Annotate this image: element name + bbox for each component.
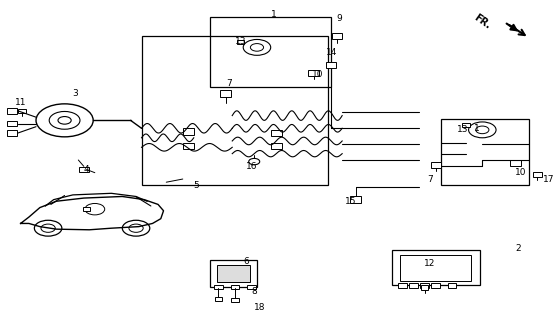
Text: 4: 4 [84, 165, 90, 174]
Text: 9: 9 [336, 14, 342, 23]
Bar [183, 128, 193, 135]
Bar [308, 69, 319, 76]
Text: 10: 10 [312, 70, 323, 79]
Bar [421, 285, 428, 290]
Text: 13: 13 [458, 125, 469, 134]
Bar [533, 172, 542, 177]
Text: FR.: FR. [472, 13, 493, 31]
Bar [210, 260, 257, 287]
Text: 12: 12 [424, 259, 436, 268]
Text: 15: 15 [345, 197, 356, 206]
Bar [400, 255, 471, 281]
Bar [231, 298, 239, 302]
Bar [399, 283, 407, 288]
Bar [18, 108, 26, 113]
Bar [271, 142, 282, 149]
Bar [326, 62, 336, 68]
Text: 10: 10 [515, 168, 527, 177]
Text: 8: 8 [251, 287, 257, 296]
Bar [217, 265, 250, 282]
Bar [210, 17, 331, 87]
Bar [448, 283, 456, 288]
Bar [350, 196, 361, 203]
Bar [183, 142, 193, 149]
Bar [510, 160, 521, 166]
Bar [231, 284, 239, 289]
Text: 2: 2 [515, 244, 521, 253]
Bar [441, 119, 529, 185]
Bar [271, 130, 282, 136]
Text: 7: 7 [427, 174, 433, 184]
Text: 14: 14 [325, 48, 337, 57]
Text: 1: 1 [271, 10, 276, 19]
Text: 6: 6 [243, 257, 249, 266]
Bar [7, 108, 17, 114]
Text: 13: 13 [235, 36, 246, 45]
Bar [420, 283, 429, 288]
Text: 18: 18 [254, 303, 265, 312]
Bar [462, 123, 470, 127]
Text: 1: 1 [474, 124, 480, 133]
Bar [220, 90, 231, 97]
Bar [79, 167, 89, 172]
Text: 7: 7 [227, 79, 232, 88]
Bar [83, 207, 90, 211]
Bar [247, 284, 256, 289]
Bar [431, 162, 440, 168]
Bar [215, 297, 222, 301]
Bar [7, 130, 17, 136]
Bar [431, 283, 440, 288]
Text: 17: 17 [543, 174, 554, 184]
Bar [391, 251, 480, 285]
Text: 5: 5 [193, 181, 200, 190]
Bar [142, 36, 329, 185]
Bar [7, 121, 17, 126]
Bar [409, 283, 418, 288]
Text: 3: 3 [73, 89, 78, 98]
Bar [332, 33, 341, 39]
Text: 16: 16 [246, 162, 257, 171]
Bar [215, 284, 222, 289]
Text: 11: 11 [15, 99, 26, 108]
Bar [237, 40, 244, 44]
